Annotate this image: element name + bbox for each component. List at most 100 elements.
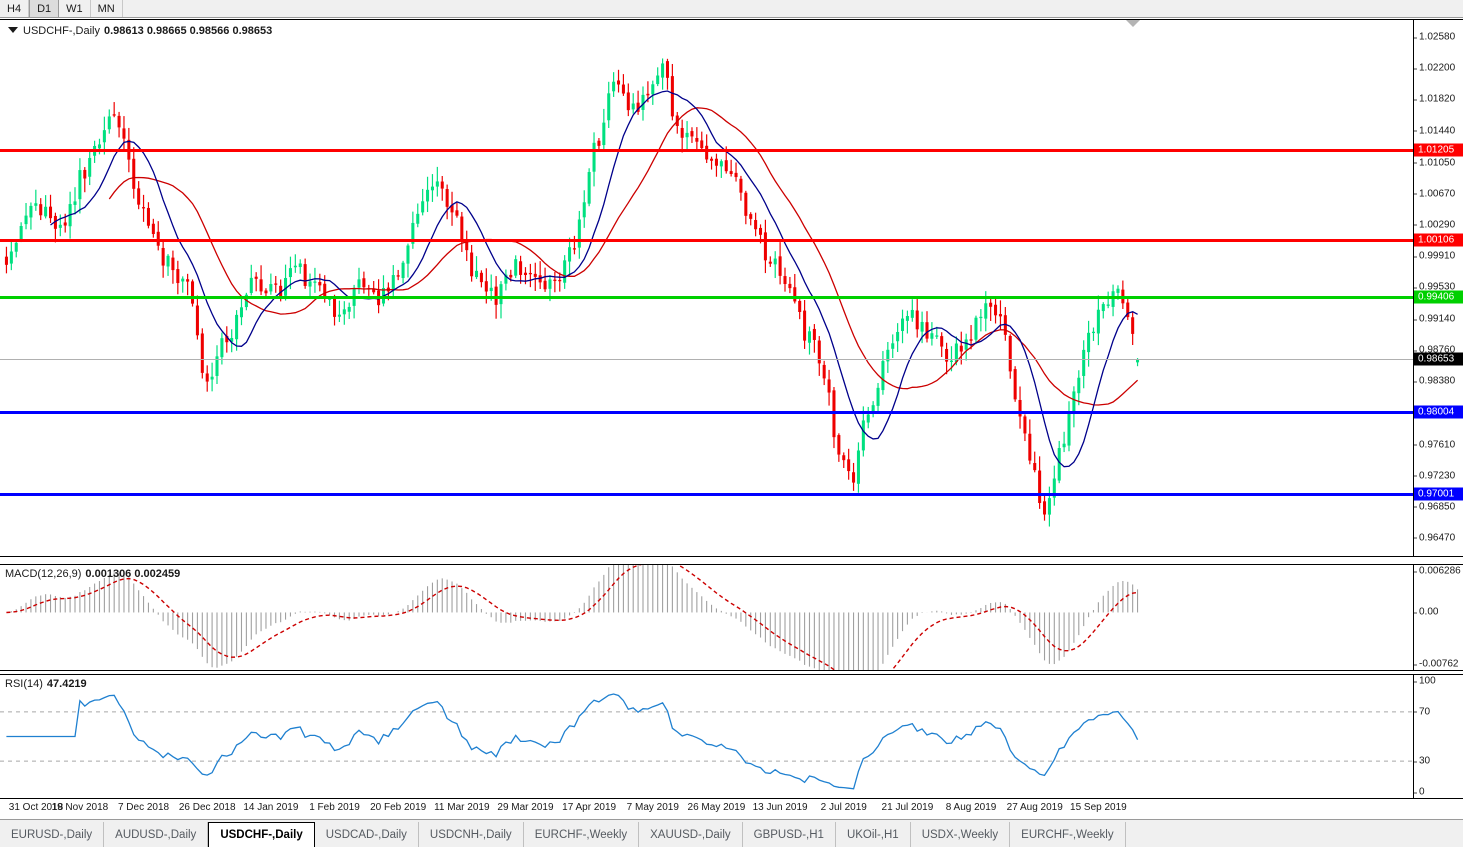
candle-group xyxy=(4,58,1140,527)
toolbar-spacer xyxy=(122,0,1463,17)
rsi-pane[interactable]: 100 70 30 0 RSI(14) 47.4219 xyxy=(0,674,1463,799)
date-axis-tick: 13 Jun 2019 xyxy=(752,802,808,813)
period-button-label: H4 xyxy=(7,2,22,15)
chart-tab-usdx--weekly[interactable]: USDX-,Weekly xyxy=(911,822,1011,847)
price-axis-tick: 1.01050 xyxy=(1414,157,1455,168)
price-level-label-green: 0.99406 xyxy=(1414,290,1463,304)
ma-fast-line xyxy=(50,90,1138,468)
price-axis-tick: 0.99910 xyxy=(1414,251,1455,262)
period-button-mn[interactable]: MN xyxy=(90,0,123,17)
date-axis-tick: 1 Feb 2019 xyxy=(309,802,360,813)
price-axis-tick: 1.02200 xyxy=(1414,63,1455,74)
price-level-label-black: 0.98653 xyxy=(1414,352,1463,366)
price-level-label-blue: 0.98004 xyxy=(1414,405,1463,419)
candlestick-svg xyxy=(4,58,1140,527)
chart-tab-xauusd--daily[interactable]: XAUUSD-,Daily xyxy=(639,822,743,847)
price-pane[interactable]: 1.02580 1.02200 1.01820 1.01440 1.01050 1.006… xyxy=(0,19,1463,557)
date-axis-tick: 8 Aug 2019 xyxy=(945,802,997,813)
macd-svg xyxy=(6,565,1139,670)
chart-tab-label: GBPUSD-,H1 xyxy=(753,828,824,841)
chart-tab-label: XAUUSD-,Daily xyxy=(650,828,731,841)
price-axis-tick: 0.99530 xyxy=(1414,282,1455,293)
chart-tab-usdchf--daily[interactable]: USDCHF-,Daily xyxy=(208,822,315,847)
level-line-support-2[interactable] xyxy=(0,493,1413,497)
period-button-label: W1 xyxy=(66,2,83,15)
date-axis-tick: 11 Mar 2019 xyxy=(434,802,490,813)
macd-plot[interactable] xyxy=(0,565,1414,670)
rsi-axis: 100 70 30 0 xyxy=(1414,675,1463,798)
period-button-w1[interactable]: W1 xyxy=(59,0,91,17)
date-axis-tick: 15 Sep 2019 xyxy=(1070,802,1127,813)
chart-tab-label: UKOil-,H1 xyxy=(846,828,899,841)
period-button-label: MN xyxy=(97,2,115,15)
level-line-resistance-2[interactable] xyxy=(0,238,1413,242)
ma-slow-line xyxy=(108,107,1139,406)
date-axis-tick: 17 Apr 2019 xyxy=(562,802,617,813)
price-axis-tick: 0.96470 xyxy=(1414,532,1455,543)
level-line-current[interactable] xyxy=(0,359,1413,361)
rsi-axis-tick: 70 xyxy=(1414,706,1430,717)
chart-tab-label: AUDUSD-,Daily xyxy=(115,828,197,841)
price-level-label-red: 1.00106 xyxy=(1414,233,1463,247)
price-axis-tick: 0.99140 xyxy=(1414,314,1455,325)
chart-tab-label: USDCNH-,Daily xyxy=(429,828,512,841)
chart-tab-audusd--daily[interactable]: AUDUSD-,Daily xyxy=(104,822,209,847)
macd-axis-tick: -0.00762 xyxy=(1414,659,1458,670)
level-line-pivot[interactable] xyxy=(0,296,1413,300)
chart-tab-eurchf--weekly[interactable]: EURCHF-,Weekly xyxy=(524,822,640,847)
date-axis-tick: 20 Feb 2019 xyxy=(370,802,427,813)
date-axis-tick: 2 Jul 2019 xyxy=(820,802,867,813)
level-line-support-1[interactable] xyxy=(0,411,1413,415)
date-axis-tick: 21 Jul 2019 xyxy=(881,802,934,813)
macd-axis-tick: 0.006286 xyxy=(1414,566,1461,577)
macd-axis: 0.006286 0.00 -0.00762 xyxy=(1414,565,1463,670)
date-axis-tick: 7 Dec 2018 xyxy=(117,802,170,813)
price-axis-tick: 1.00670 xyxy=(1414,188,1455,199)
date-axis-tick: 27 Aug 2019 xyxy=(1006,802,1063,813)
chart-tab-label: EURCHF-,Weekly xyxy=(534,828,628,841)
rsi-plot[interactable] xyxy=(0,675,1414,798)
price-axis[interactable]: 1.02580 1.02200 1.01820 1.01440 1.01050 1.006… xyxy=(1414,20,1463,556)
chart-tab-eurchf--weekly[interactable]: EURCHF-,Weekly xyxy=(1010,822,1126,847)
price-axis-tick: 0.97610 xyxy=(1414,439,1455,450)
rsi-axis-tick: 30 xyxy=(1414,756,1430,767)
price-axis-tick: 1.01820 xyxy=(1414,94,1455,105)
tab-bar-spacer xyxy=(1126,822,1463,847)
price-level-label-red: 1.01205 xyxy=(1414,143,1463,157)
date-axis: 31 Oct 2018 19 Nov 2018 7 Dec 2018 26 Dec 2… xyxy=(0,799,1463,819)
price-axis-tick: 0.97230 xyxy=(1414,470,1455,481)
chart-tab-label: USDCAD-,Daily xyxy=(325,828,407,841)
price-axis-tick: 0.98760 xyxy=(1414,345,1455,356)
chart-tab-label: USDX-,Weekly xyxy=(921,828,999,841)
price-level-label-blue: 0.97001 xyxy=(1414,487,1463,501)
date-axis-tick: 26 May 2019 xyxy=(687,802,746,813)
chart-tab-label: USDCHF-,Daily xyxy=(220,829,303,841)
date-axis-tick: 7 May 2019 xyxy=(626,802,679,813)
rsi-svg xyxy=(0,693,1413,790)
date-axis-tick: 31 Oct 2018 xyxy=(8,802,64,813)
date-axis-tick: 19 Nov 2018 xyxy=(51,802,109,813)
date-axis-tick: 29 Mar 2019 xyxy=(497,802,554,813)
price-plot[interactable] xyxy=(0,20,1414,556)
macd-pane[interactable]: 0.006286 0.00 -0.00762 MACD(12,26,9) 0.0013… xyxy=(0,564,1463,671)
price-axis-tick: 1.00290 xyxy=(1414,219,1455,230)
date-axis-tick: 26 Dec 2018 xyxy=(178,802,236,813)
period-toolbar: H4 D1 W1 MN xyxy=(0,0,1463,18)
period-button-h4[interactable]: H4 xyxy=(0,0,30,17)
chart-tab-usdcnh--daily[interactable]: USDCNH-,Daily xyxy=(419,822,524,847)
chart-tab-eurusd--daily[interactable]: EURUSD-,Daily xyxy=(0,822,105,847)
price-axis-tick: 1.01440 xyxy=(1414,125,1455,136)
chart-tab-ukoil--h1[interactable]: UKOil-,H1 xyxy=(836,822,911,847)
period-button-label: D1 xyxy=(37,2,52,15)
rsi-line xyxy=(6,693,1139,790)
chart-tab-gbpusd--h1[interactable]: GBPUSD-,H1 xyxy=(743,822,836,847)
level-line-resistance-1[interactable] xyxy=(0,148,1413,152)
price-axis-tick: 1.02580 xyxy=(1414,32,1455,43)
chart-tab-usdcad--daily[interactable]: USDCAD-,Daily xyxy=(315,822,419,847)
price-axis-tick: 0.96850 xyxy=(1414,501,1455,512)
price-axis-tick: 0.98380 xyxy=(1414,376,1455,387)
rsi-axis-tick: 0 xyxy=(1414,787,1425,798)
macd-histogram xyxy=(10,565,1139,670)
period-button-d1[interactable]: D1 xyxy=(29,0,60,17)
